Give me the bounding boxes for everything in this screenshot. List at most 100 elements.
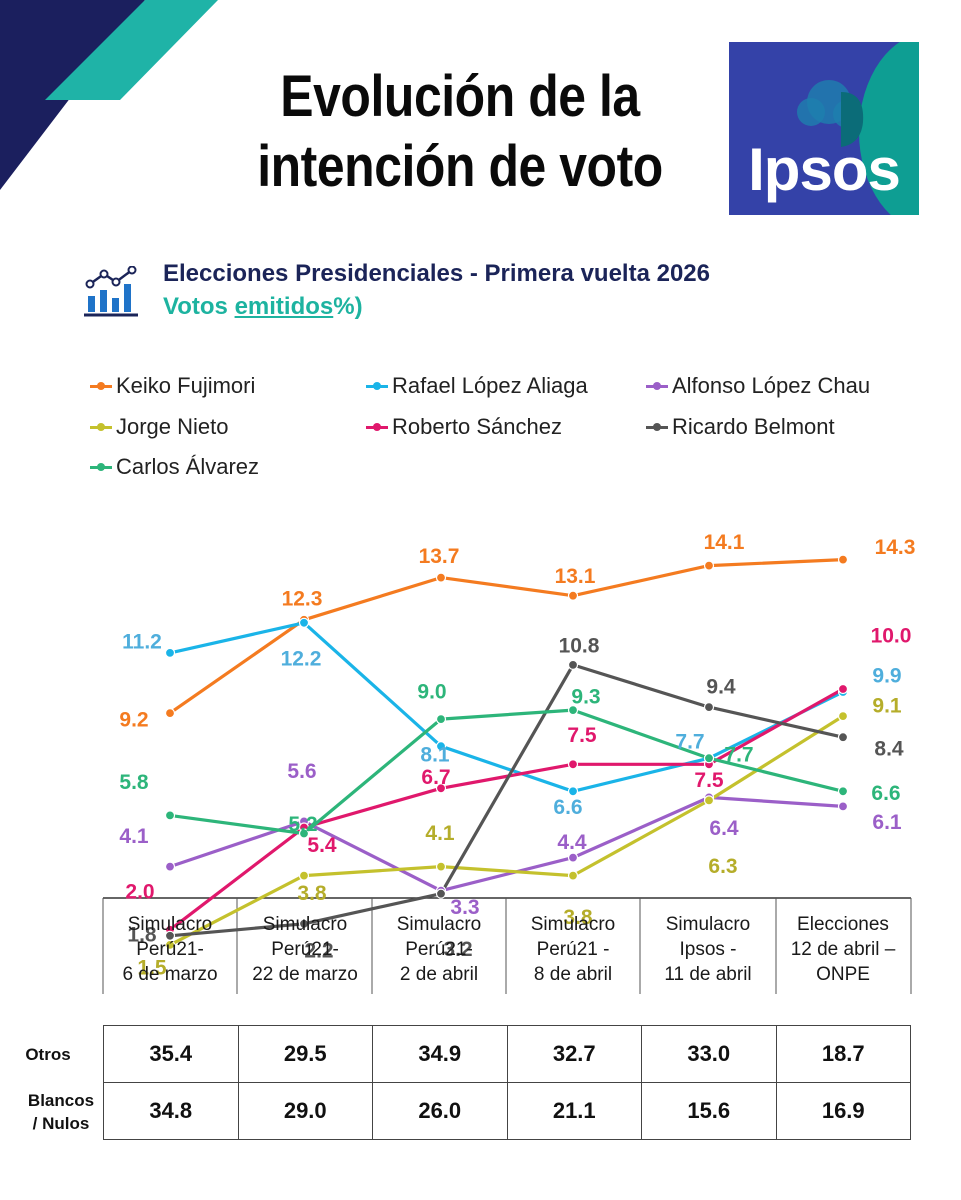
data-label: 7.5 [567, 724, 597, 747]
legend-label: Carlos Álvarez [116, 454, 260, 479]
data-point [298, 870, 310, 881]
data-point [567, 759, 579, 770]
data-label: 3.3 [450, 896, 479, 919]
data-label: 6.1 [872, 811, 902, 834]
legend-swatch [90, 456, 112, 478]
data-point [164, 861, 176, 872]
data-label: 3.8 [297, 882, 327, 905]
data-point [703, 701, 715, 713]
data-label: 5.8 [119, 771, 149, 794]
data-point [837, 554, 849, 565]
data-point [703, 753, 715, 764]
legend-swatch [366, 375, 388, 397]
table-cell: 26.0 [372, 1082, 508, 1140]
table-cell: 35.4 [103, 1025, 239, 1083]
legend-item: Jorge Nieto [90, 413, 229, 441]
data-label: 5.4 [307, 834, 337, 857]
data-label: 14.1 [704, 531, 745, 554]
data-label: 3.8 [563, 906, 593, 929]
series-line-3 [169, 714, 844, 947]
data-label: 9.9 [872, 665, 901, 688]
data-point [164, 810, 176, 821]
x-tick-label: Simulacro Perú21- 2 de abril [396, 914, 482, 985]
x-tick-label: Simulacro Perú21- 6 de marzo [122, 914, 218, 985]
legend-label: Ricardo Belmont [672, 414, 835, 439]
data-label: 10.8 [559, 634, 600, 657]
legend-item: Alfonso López Chau [646, 372, 870, 400]
chart-icon [84, 266, 138, 317]
data-point [837, 683, 849, 695]
data-label: 9.0 [417, 681, 446, 704]
corner-decoration [0, 0, 218, 190]
series-line-5 [169, 663, 844, 938]
data-point [567, 704, 579, 716]
legend-item: Rafael López Aliaga [366, 372, 588, 400]
data-label: 14.3 [875, 536, 916, 559]
legend-label: Rafael López Aliaga [392, 373, 588, 398]
data-point [837, 710, 849, 722]
others-table: 35.4 29.5 34.9 32.7 33.0 18.7 34.8 29.0 … [103, 1025, 911, 1140]
legend-swatch [646, 416, 668, 438]
table-cell: 16.9 [775, 1082, 911, 1140]
data-label: 5.2 [288, 813, 317, 836]
table-cell: 33.0 [641, 1025, 777, 1083]
data-label: 2.2 [304, 939, 333, 962]
data-point [703, 560, 715, 571]
series-line-1 [169, 621, 844, 793]
legend-label: Keiko Fujimori [116, 373, 256, 398]
data-point [435, 713, 447, 725]
data-point [435, 888, 447, 899]
row-label-otros: Otros [25, 1045, 71, 1064]
data-label: 1.5 [137, 956, 167, 979]
data-label: 3.2 [443, 938, 472, 961]
data-label: 13.1 [555, 565, 596, 588]
data-label: 8.1 [420, 744, 450, 767]
data-point [298, 918, 310, 929]
data-label: 7.5 [694, 769, 724, 792]
legend-item: Roberto Sánchez [366, 413, 562, 441]
data-label: 6.7 [421, 766, 450, 789]
data-label: 6.4 [709, 817, 739, 840]
chart-subtitle: Elecciones Presidenciales - Primera vuel… [163, 260, 710, 287]
data-label: 4.1 [425, 822, 455, 845]
legend-label: Roberto Sánchez [392, 414, 562, 439]
data-label: 8.4 [874, 738, 904, 761]
legend-swatch [90, 416, 112, 438]
chart-subtitle-votes: Votos emitidos%) [163, 293, 363, 320]
data-label: 6.6 [871, 782, 900, 805]
data-point [567, 852, 579, 863]
data-point [837, 786, 849, 797]
series-line-2 [169, 795, 844, 893]
table-cell: 32.7 [506, 1025, 642, 1083]
data-label: 13.7 [419, 545, 460, 568]
table-row: 34.8 29.0 26.0 21.1 15.6 16.9 [103, 1082, 911, 1140]
table-cell: 29.0 [237, 1082, 373, 1140]
x-tick-label: Simulacro Perú21- 22 de marzo [252, 914, 358, 985]
legend-item: Carlos Álvarez [90, 453, 259, 481]
page-title: Evolución de la intención de voto [257, 64, 663, 199]
legend-swatch [90, 375, 112, 397]
row-label-blancos: Blancos / Nulos [27, 1091, 95, 1133]
table-cell: 18.7 [775, 1025, 911, 1083]
series-line-6 [169, 708, 844, 836]
data-label: 4.1 [119, 825, 149, 848]
table-cell: 34.8 [103, 1082, 239, 1140]
data-label: 11.2 [122, 630, 162, 653]
ipsos-logo: Ipsos [729, 42, 919, 215]
legend-label: Jorge Nieto [116, 414, 229, 439]
legend-swatch [646, 375, 668, 397]
table-cell: 21.1 [506, 1082, 642, 1140]
data-label: 6.3 [708, 855, 737, 878]
data-label: 12.2 [281, 647, 322, 670]
tree-head-icon [797, 80, 864, 147]
data-label: 9.2 [119, 709, 148, 732]
legend-label: Alfonso López Chau [672, 373, 871, 398]
data-label: 9.3 [571, 686, 600, 709]
data-point [567, 870, 579, 881]
data-point [837, 732, 849, 743]
data-label: 10.0 [871, 625, 912, 648]
data-point [567, 590, 579, 601]
table-cell: 34.9 [372, 1025, 508, 1083]
series-line-0 [169, 558, 844, 715]
